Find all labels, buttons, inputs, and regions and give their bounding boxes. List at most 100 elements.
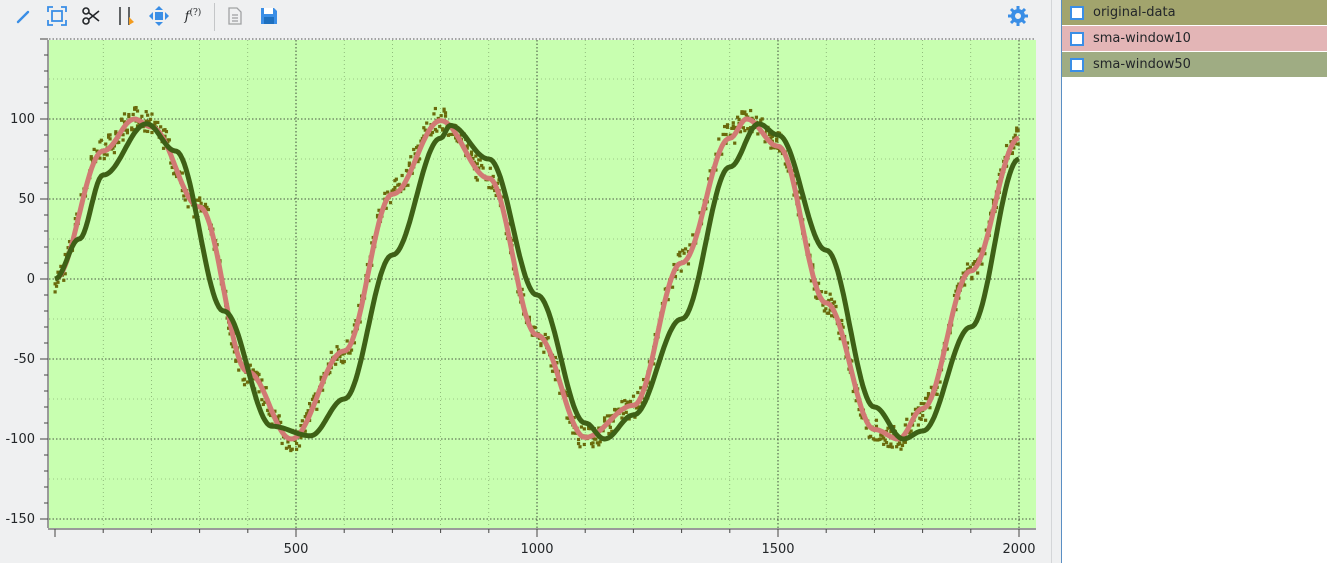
data-point bbox=[104, 142, 108, 146]
data-point bbox=[555, 361, 559, 365]
data-point bbox=[342, 359, 346, 364]
data-point bbox=[724, 132, 728, 137]
data-point bbox=[163, 134, 167, 138]
data-point bbox=[407, 163, 411, 168]
data-point bbox=[53, 282, 57, 286]
legend-checkbox[interactable] bbox=[1070, 57, 1084, 72]
data-point bbox=[624, 402, 628, 406]
data-point bbox=[967, 267, 971, 271]
data-point bbox=[112, 151, 116, 155]
y-tick-label: -150 bbox=[5, 512, 35, 527]
data-point bbox=[822, 309, 826, 313]
data-point bbox=[670, 285, 675, 289]
data-point bbox=[571, 431, 575, 435]
data-point bbox=[156, 120, 160, 125]
data-point bbox=[812, 287, 816, 291]
data-point bbox=[968, 265, 973, 269]
data-point bbox=[264, 386, 268, 390]
legend-item-original-data[interactable]: original-data bbox=[1062, 0, 1327, 25]
data-point bbox=[621, 412, 625, 416]
data-point bbox=[125, 131, 129, 135]
data-point bbox=[594, 437, 598, 441]
legend-checkbox[interactable] bbox=[1070, 31, 1084, 46]
data-point bbox=[970, 277, 974, 281]
data-point bbox=[824, 290, 828, 294]
data-point bbox=[756, 132, 760, 136]
data-point bbox=[926, 394, 931, 398]
settings-icon[interactable] bbox=[1005, 3, 1031, 29]
data-point bbox=[903, 440, 907, 444]
data-point bbox=[945, 347, 949, 351]
data-point bbox=[493, 188, 497, 193]
data-point bbox=[834, 304, 838, 309]
data-point bbox=[321, 388, 325, 392]
data-point bbox=[312, 394, 316, 398]
legend-checkbox[interactable] bbox=[1070, 5, 1084, 20]
data-point bbox=[730, 126, 734, 130]
data-point bbox=[150, 130, 154, 135]
data-point bbox=[591, 441, 595, 445]
data-point bbox=[926, 391, 931, 396]
data-point bbox=[543, 332, 547, 337]
data-point bbox=[73, 217, 77, 221]
data-point bbox=[897, 442, 902, 446]
data-point bbox=[135, 109, 140, 113]
data-point bbox=[1012, 136, 1016, 140]
data-point bbox=[828, 292, 832, 296]
data-point bbox=[935, 392, 939, 397]
data-point bbox=[206, 207, 210, 212]
data-point bbox=[182, 194, 186, 198]
x-tick-label: 500 bbox=[284, 542, 309, 557]
data-point bbox=[438, 124, 442, 129]
data-point bbox=[620, 416, 624, 420]
save-icon[interactable] bbox=[256, 3, 282, 29]
data-point bbox=[955, 284, 960, 288]
data-point bbox=[952, 293, 957, 298]
data-point bbox=[928, 406, 932, 410]
function-icon[interactable]: f(?) bbox=[184, 7, 202, 25]
pan-icon[interactable] bbox=[146, 3, 172, 29]
zoom-fit-icon[interactable] bbox=[44, 3, 70, 29]
series-sma-window10 bbox=[54, 116, 1020, 442]
legend-item-sma-window10[interactable]: sma-window10 bbox=[1062, 26, 1327, 51]
data-point bbox=[574, 431, 578, 435]
legend-item-sma-window50[interactable]: sma-window50 bbox=[1062, 52, 1327, 77]
data-point bbox=[242, 377, 247, 381]
data-point bbox=[286, 440, 290, 444]
data-point bbox=[777, 149, 782, 153]
data-point bbox=[582, 442, 586, 447]
data-point bbox=[624, 410, 628, 414]
data-point bbox=[268, 413, 273, 418]
data-point bbox=[443, 111, 448, 115]
data-point bbox=[227, 326, 231, 330]
data-point bbox=[527, 315, 531, 319]
data-point bbox=[678, 250, 682, 254]
data-point bbox=[125, 128, 129, 132]
data-point bbox=[785, 165, 789, 169]
data-point bbox=[582, 427, 586, 431]
data-point bbox=[910, 412, 915, 416]
data-point bbox=[882, 436, 886, 440]
data-point bbox=[417, 157, 422, 161]
data-point bbox=[425, 121, 429, 125]
copy-icon[interactable] bbox=[222, 3, 248, 29]
data-point bbox=[198, 196, 202, 200]
data-point bbox=[623, 398, 627, 403]
data-point bbox=[121, 133, 125, 137]
x-tick-label: 1500 bbox=[761, 542, 794, 557]
data-point bbox=[608, 425, 612, 429]
data-point bbox=[809, 279, 813, 283]
data-point bbox=[976, 271, 980, 275]
data-point bbox=[334, 362, 338, 366]
data-point bbox=[744, 113, 748, 117]
marker-icon[interactable] bbox=[112, 3, 138, 29]
scissors-icon[interactable] bbox=[78, 3, 104, 29]
data-point bbox=[637, 405, 641, 409]
data-point bbox=[890, 445, 894, 449]
data-point bbox=[520, 287, 524, 291]
data-point bbox=[469, 150, 474, 154]
pen-icon[interactable] bbox=[10, 3, 36, 29]
data-point bbox=[300, 419, 304, 423]
data-point bbox=[605, 414, 610, 418]
